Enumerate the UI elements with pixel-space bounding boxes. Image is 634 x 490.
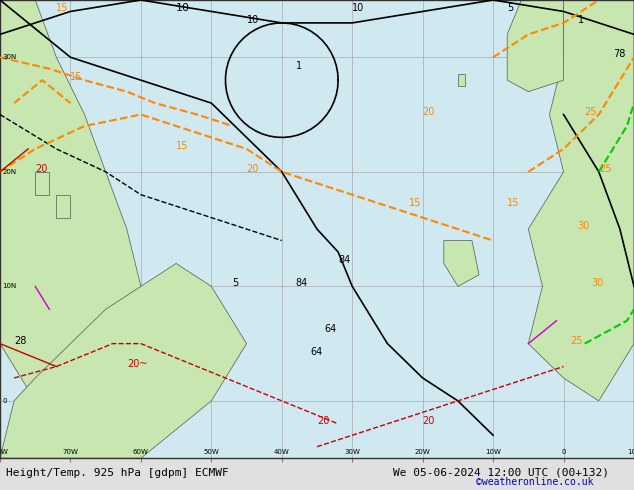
Text: 20: 20 bbox=[423, 416, 435, 426]
Polygon shape bbox=[507, 0, 564, 92]
Text: 10: 10 bbox=[176, 3, 190, 13]
Text: 0: 0 bbox=[2, 398, 6, 404]
Text: 25: 25 bbox=[598, 164, 611, 174]
Text: 10W: 10W bbox=[485, 449, 501, 455]
Text: 28: 28 bbox=[14, 336, 27, 345]
Text: 64: 64 bbox=[310, 347, 322, 357]
Text: 30W: 30W bbox=[344, 449, 360, 455]
Text: 25: 25 bbox=[571, 336, 583, 345]
Text: 15: 15 bbox=[56, 3, 68, 13]
Text: 50W: 50W bbox=[204, 449, 219, 455]
Text: 15: 15 bbox=[70, 72, 83, 82]
Text: 10: 10 bbox=[353, 3, 365, 13]
Text: 15: 15 bbox=[408, 198, 421, 208]
Text: 30: 30 bbox=[592, 278, 604, 288]
Text: 0: 0 bbox=[561, 449, 566, 455]
Text: 80W: 80W bbox=[0, 449, 8, 455]
Text: 20: 20 bbox=[423, 106, 435, 117]
Polygon shape bbox=[444, 241, 479, 286]
Text: 20: 20 bbox=[317, 416, 330, 426]
Text: 20: 20 bbox=[36, 164, 48, 174]
Polygon shape bbox=[458, 74, 465, 86]
Text: 20: 20 bbox=[247, 164, 259, 174]
Text: 78: 78 bbox=[613, 49, 625, 59]
Text: 1: 1 bbox=[296, 61, 302, 71]
Text: 15: 15 bbox=[507, 198, 520, 208]
Text: 1: 1 bbox=[578, 15, 584, 25]
Text: 60W: 60W bbox=[133, 449, 149, 455]
Text: 10N: 10N bbox=[2, 283, 16, 289]
Text: We 05-06-2024 12:00 UTC (00+132): We 05-06-2024 12:00 UTC (00+132) bbox=[393, 467, 609, 478]
Text: Height/Temp. 925 hPa [gdpm] ECMWF: Height/Temp. 925 hPa [gdpm] ECMWF bbox=[6, 467, 229, 478]
Text: 5: 5 bbox=[233, 278, 239, 288]
Text: 84: 84 bbox=[296, 278, 308, 288]
Text: 40W: 40W bbox=[274, 449, 290, 455]
Polygon shape bbox=[528, 0, 634, 401]
Text: 20N: 20N bbox=[2, 169, 16, 175]
Text: 70W: 70W bbox=[63, 449, 79, 455]
Polygon shape bbox=[0, 264, 247, 458]
Text: 25: 25 bbox=[585, 106, 597, 117]
Text: 20~: 20~ bbox=[127, 359, 147, 368]
Text: 10: 10 bbox=[247, 15, 259, 25]
Text: 64: 64 bbox=[324, 324, 336, 334]
Text: 15: 15 bbox=[176, 141, 188, 151]
Text: 84: 84 bbox=[338, 255, 351, 266]
Polygon shape bbox=[0, 0, 141, 401]
Text: 10E: 10E bbox=[627, 449, 634, 455]
Text: 5: 5 bbox=[507, 3, 514, 13]
Polygon shape bbox=[56, 195, 70, 218]
Text: 30N: 30N bbox=[2, 54, 16, 60]
Text: 30: 30 bbox=[578, 221, 590, 231]
Text: 20W: 20W bbox=[415, 449, 430, 455]
Polygon shape bbox=[36, 172, 49, 195]
Text: ©weatheronline.co.uk: ©weatheronline.co.uk bbox=[476, 477, 593, 487]
